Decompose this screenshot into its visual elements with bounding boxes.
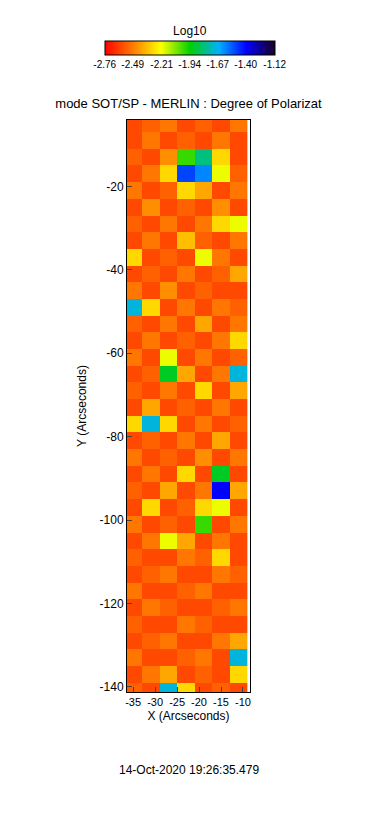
svg-text:-20: -20 — [191, 696, 207, 708]
svg-text:-10: -10 — [235, 696, 251, 708]
svg-text:-25: -25 — [169, 696, 185, 708]
svg-text:-35: -35 — [125, 696, 141, 708]
svg-text:-60: -60 — [106, 346, 124, 360]
svg-text:Y (Arcseconds): Y (Arcseconds) — [75, 365, 89, 447]
svg-text:-30: -30 — [147, 696, 163, 708]
svg-text:-120: -120 — [100, 597, 124, 611]
svg-text:-1.12: -1.12 — [263, 59, 286, 70]
svg-text:-1.94: -1.94 — [178, 59, 201, 70]
svg-text:-2.76: -2.76 — [93, 59, 116, 70]
svg-text:-140: -140 — [100, 680, 124, 694]
svg-text:-2.21: -2.21 — [150, 59, 173, 70]
svg-text:-1.67: -1.67 — [206, 59, 229, 70]
svg-text:-15: -15 — [213, 696, 229, 708]
svg-text:-80: -80 — [106, 430, 124, 444]
svg-text:-40: -40 — [106, 263, 124, 277]
svg-text:-1.40: -1.40 — [234, 59, 257, 70]
svg-text:Log10: Log10 — [173, 24, 207, 38]
svg-text:mode SOT/SP - MERLIN : Degree: mode SOT/SP - MERLIN : Degree of Polariz… — [55, 96, 322, 111]
svg-text:-100: -100 — [100, 513, 124, 527]
svg-text:X (Arcseconds): X (Arcseconds) — [147, 709, 229, 723]
svg-text:14-Oct-2020 19:26:35.479: 14-Oct-2020 19:26:35.479 — [119, 763, 259, 777]
svg-text:-2.49: -2.49 — [121, 59, 144, 70]
svg-text:-20: -20 — [106, 180, 124, 194]
